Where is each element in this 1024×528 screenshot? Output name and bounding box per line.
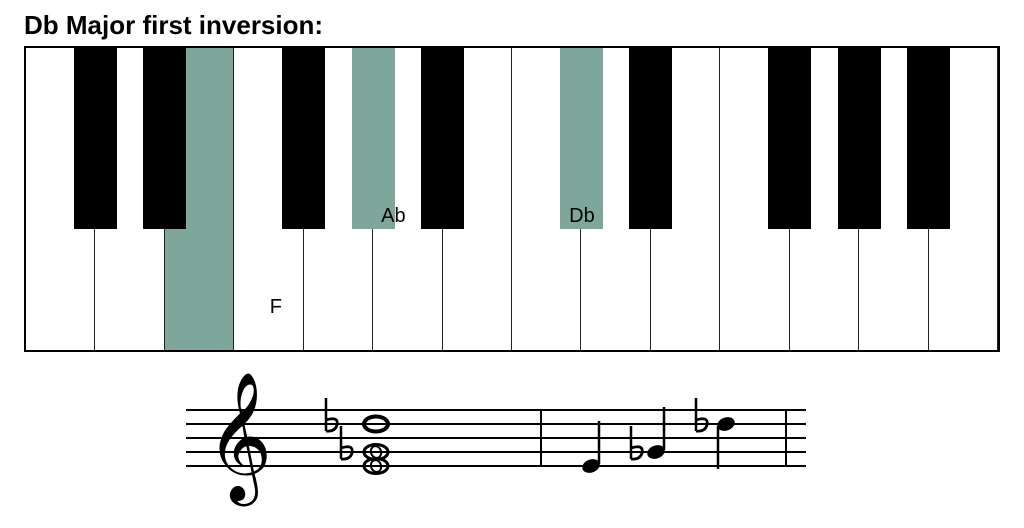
svg-text:𝄞: 𝄞 [206, 373, 272, 507]
black-key [143, 48, 186, 229]
black-key [421, 48, 464, 229]
key-label: F [252, 296, 301, 319]
black-key [768, 48, 811, 229]
black-key [907, 48, 950, 229]
music-notation: 𝄞 [186, 370, 806, 520]
black-key [560, 48, 603, 229]
black-key [74, 48, 117, 229]
black-key [838, 48, 881, 229]
black-key [352, 48, 395, 229]
black-key [629, 48, 672, 229]
piano-keyboard: F Ab Db [24, 46, 1000, 352]
black-key [282, 48, 325, 229]
key-label: Ab [364, 205, 422, 228]
key-label: Db [553, 205, 611, 228]
page-title: Db Major first inversion: [24, 10, 323, 41]
